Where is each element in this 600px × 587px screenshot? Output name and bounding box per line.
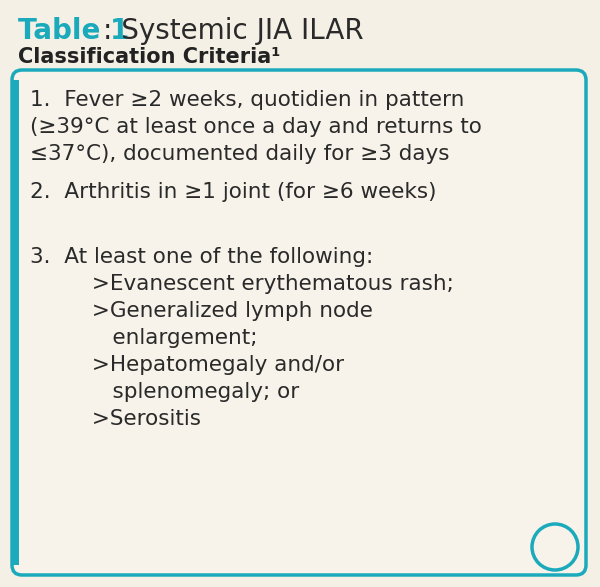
Text: >Evanescent erythematous rash;: >Evanescent erythematous rash; <box>30 274 454 294</box>
Text: 2.  Arthritis in ≥1 joint (for ≥6 weeks): 2. Arthritis in ≥1 joint (for ≥6 weeks) <box>30 182 437 202</box>
Bar <box>12 80 19 565</box>
FancyBboxPatch shape <box>12 70 586 575</box>
Text: splenomegaly; or: splenomegaly; or <box>30 382 299 402</box>
Text: >Generalized lymph node: >Generalized lymph node <box>30 301 373 321</box>
Text: Table 1: Table 1 <box>18 17 129 45</box>
Circle shape <box>532 524 578 570</box>
Text: ≤37°C), documented daily for ≥3 days: ≤37°C), documented daily for ≥3 days <box>30 144 449 164</box>
Text: 3.  At least one of the following:: 3. At least one of the following: <box>30 247 373 267</box>
Text: >Hepatomegaly and/or: >Hepatomegaly and/or <box>30 355 344 375</box>
Text: Classification Criteria¹: Classification Criteria¹ <box>18 47 280 67</box>
Text: enlargement;: enlargement; <box>30 328 257 348</box>
Text: : Systemic JIA ILAR: : Systemic JIA ILAR <box>103 17 364 45</box>
Text: (≥39°C at least once a day and returns to: (≥39°C at least once a day and returns t… <box>30 117 482 137</box>
Text: 1.  Fever ≥2 weeks, quotidien in pattern: 1. Fever ≥2 weeks, quotidien in pattern <box>30 90 464 110</box>
Text: >Serositis: >Serositis <box>30 409 201 429</box>
